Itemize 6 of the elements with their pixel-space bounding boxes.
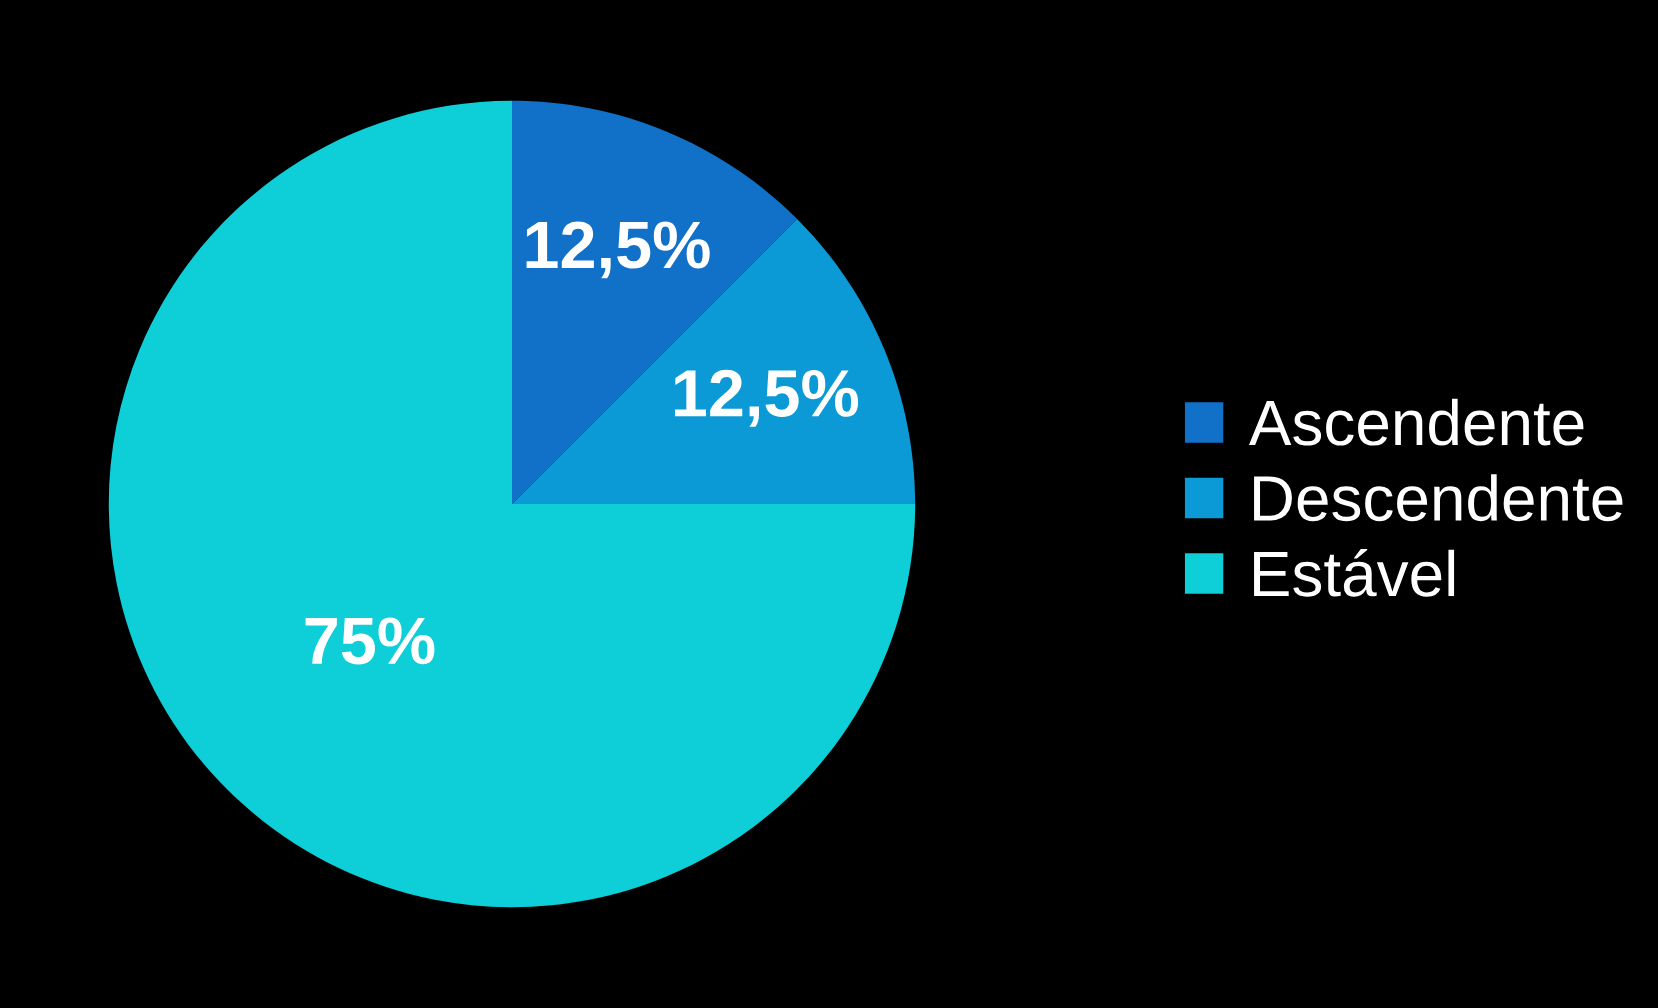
data-label: 75% [305,617,435,665]
legend-label: Descendente [1254,474,1623,522]
data-label: 12,5% [526,221,710,279]
legend-label: Ascendente [1248,398,1584,446]
legend-label: Estável [1254,549,1455,597]
data-label: 12,5% [674,369,859,427]
